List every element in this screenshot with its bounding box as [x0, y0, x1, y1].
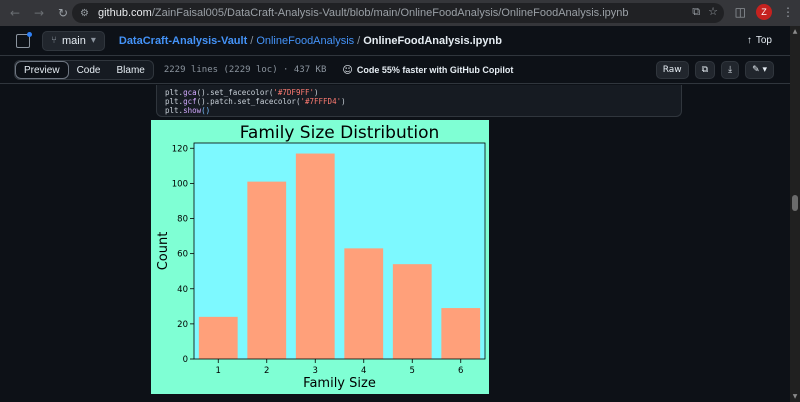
- code-line: plt.show(): [165, 106, 211, 115]
- x-tick-label: 4: [361, 366, 366, 376]
- site-settings-icon[interactable]: ⚙: [80, 7, 89, 19]
- copilot-text: Code 55% faster with GitHub Copilot: [356, 65, 514, 75]
- copy-icon[interactable]: ⧉: [694, 61, 716, 79]
- back-to-top-button[interactable]: ↑ Top: [747, 35, 772, 46]
- bar-chart: 0 20 40 60 80 100 120 1 2 3 4 5 6 Family Size Distrib…: [156, 123, 486, 391]
- star-icon[interactable]: ☆: [708, 5, 718, 18]
- y-axis-label: Count: [156, 232, 171, 271]
- copilot-icon: ☺: [342, 64, 353, 76]
- bar: [295, 153, 335, 359]
- y-tick-label: 60: [177, 250, 188, 260]
- view-mode-tabs: Preview Code Blame: [14, 60, 154, 80]
- top-label: Top: [755, 35, 772, 46]
- scroll-down-icon[interactable]: ▼: [792, 392, 798, 400]
- scroll-up-icon[interactable]: ▲: [792, 27, 798, 35]
- tab-code[interactable]: Code: [76, 64, 101, 76]
- y-tick-label: 40: [177, 285, 188, 295]
- chevron-down-icon: ▾: [90, 35, 96, 46]
- breadcrumb-separator: /: [357, 34, 361, 47]
- y-tick-label: 80: [177, 215, 188, 225]
- repo-header: ⑂ main ▾ DataCraft-Analysis-Vault / Onli…: [0, 26, 790, 56]
- breadcrumb-separator: /: [250, 34, 254, 47]
- breadcrumb-directory-link[interactable]: OnlineFoodAnalysis: [256, 34, 355, 47]
- tab-preview[interactable]: Preview: [15, 61, 69, 79]
- url-text[interactable]: github.com/ZainFaisal005/DataCraft-Analy…: [98, 7, 629, 19]
- reload-icon[interactable]: ↻: [57, 6, 69, 20]
- back-arrow-icon[interactable]: ←: [9, 6, 21, 20]
- x-tick-label: 3: [313, 366, 318, 376]
- url-path: /ZainFaisal005/DataCraft-Analysis-Vault/…: [151, 7, 629, 19]
- code-line: plt.gcf().patch.set_facecolor('#7FFFD4'): [165, 97, 346, 106]
- y-tick-label: 20: [177, 320, 188, 330]
- arrow-up-icon: ↑: [746, 35, 752, 46]
- x-tick-label: 6: [458, 366, 463, 376]
- plot-area: [194, 143, 485, 359]
- y-tick-label: 0: [183, 355, 188, 365]
- breadcrumb-repo-link[interactable]: DataCraft-Analysis-Vault: [118, 34, 248, 47]
- branch-icon: ⑂: [51, 35, 57, 46]
- file-info: 2229 lines (2229 loc) · 437 KB: [163, 65, 327, 75]
- branch-label: main: [62, 34, 86, 47]
- y-tick-label: 100: [172, 179, 188, 189]
- x-tick-label: 2: [264, 366, 269, 376]
- code-line: plt.gca().set_facecolor('#7DF9FF'): [165, 88, 319, 97]
- x-axis-label: Family Size: [303, 376, 376, 391]
- url-host: github.com: [98, 7, 152, 19]
- axes-frame: [193, 142, 486, 360]
- browser-toolbar: ← → ↻ ⚙ github.com/ZainFaisal005/DataCra…: [0, 0, 800, 26]
- edit-icon[interactable]: ✎ ▾: [745, 61, 774, 79]
- x-tick-label: 5: [410, 366, 415, 376]
- address-bar[interactable]: ⚙ github.com/ZainFaisal005/DataCraft-Ana…: [72, 3, 724, 23]
- x-tick-label: 1: [216, 366, 221, 376]
- install-icon[interactable]: ⧉: [692, 5, 701, 18]
- bar: [344, 248, 384, 359]
- menu-dots-icon[interactable]: ⋮: [782, 5, 794, 19]
- chart-figure: 0 20 40 60 80 100 120 1 2 3 4 5 6 Family Size Distrib…: [151, 120, 489, 394]
- y-tick-label: 120: [172, 144, 188, 154]
- bar: [441, 308, 481, 359]
- avatar[interactable]: Z: [756, 4, 772, 20]
- code-cell: plt.gca().set_facecolor('#7DF9FF') plt.g…: [156, 85, 682, 117]
- download-icon[interactable]: ⤓: [721, 61, 740, 79]
- branch-selector-button[interactable]: ⑂ main ▾: [42, 30, 105, 51]
- sidebar-toggle-icon[interactable]: [16, 31, 32, 48]
- extensions-icon[interactable]: ◫: [734, 5, 746, 19]
- bar: [198, 316, 238, 359]
- raw-button[interactable]: Raw: [655, 61, 689, 79]
- breadcrumb-file-name: OnlineFoodAnalysis.ipynb: [363, 34, 502, 47]
- copilot-promo-link[interactable]: ☺ Code 55% faster with GitHub Copilot: [342, 65, 513, 76]
- breadcrumb: DataCraft-Analysis-Vault / OnlineFoodAna…: [119, 35, 502, 47]
- bar: [247, 181, 287, 359]
- scrollbar-track[interactable]: [790, 26, 800, 402]
- tab-blame[interactable]: Blame: [116, 64, 145, 76]
- bar: [392, 264, 432, 359]
- file-toolbar: Preview Code Blame 2229 lines (2229 loc)…: [0, 57, 790, 84]
- chart-title: Family Size Distribution: [240, 123, 440, 143]
- forward-arrow-icon[interactable]: →: [33, 6, 45, 20]
- scrollbar-thumb[interactable]: [792, 195, 798, 211]
